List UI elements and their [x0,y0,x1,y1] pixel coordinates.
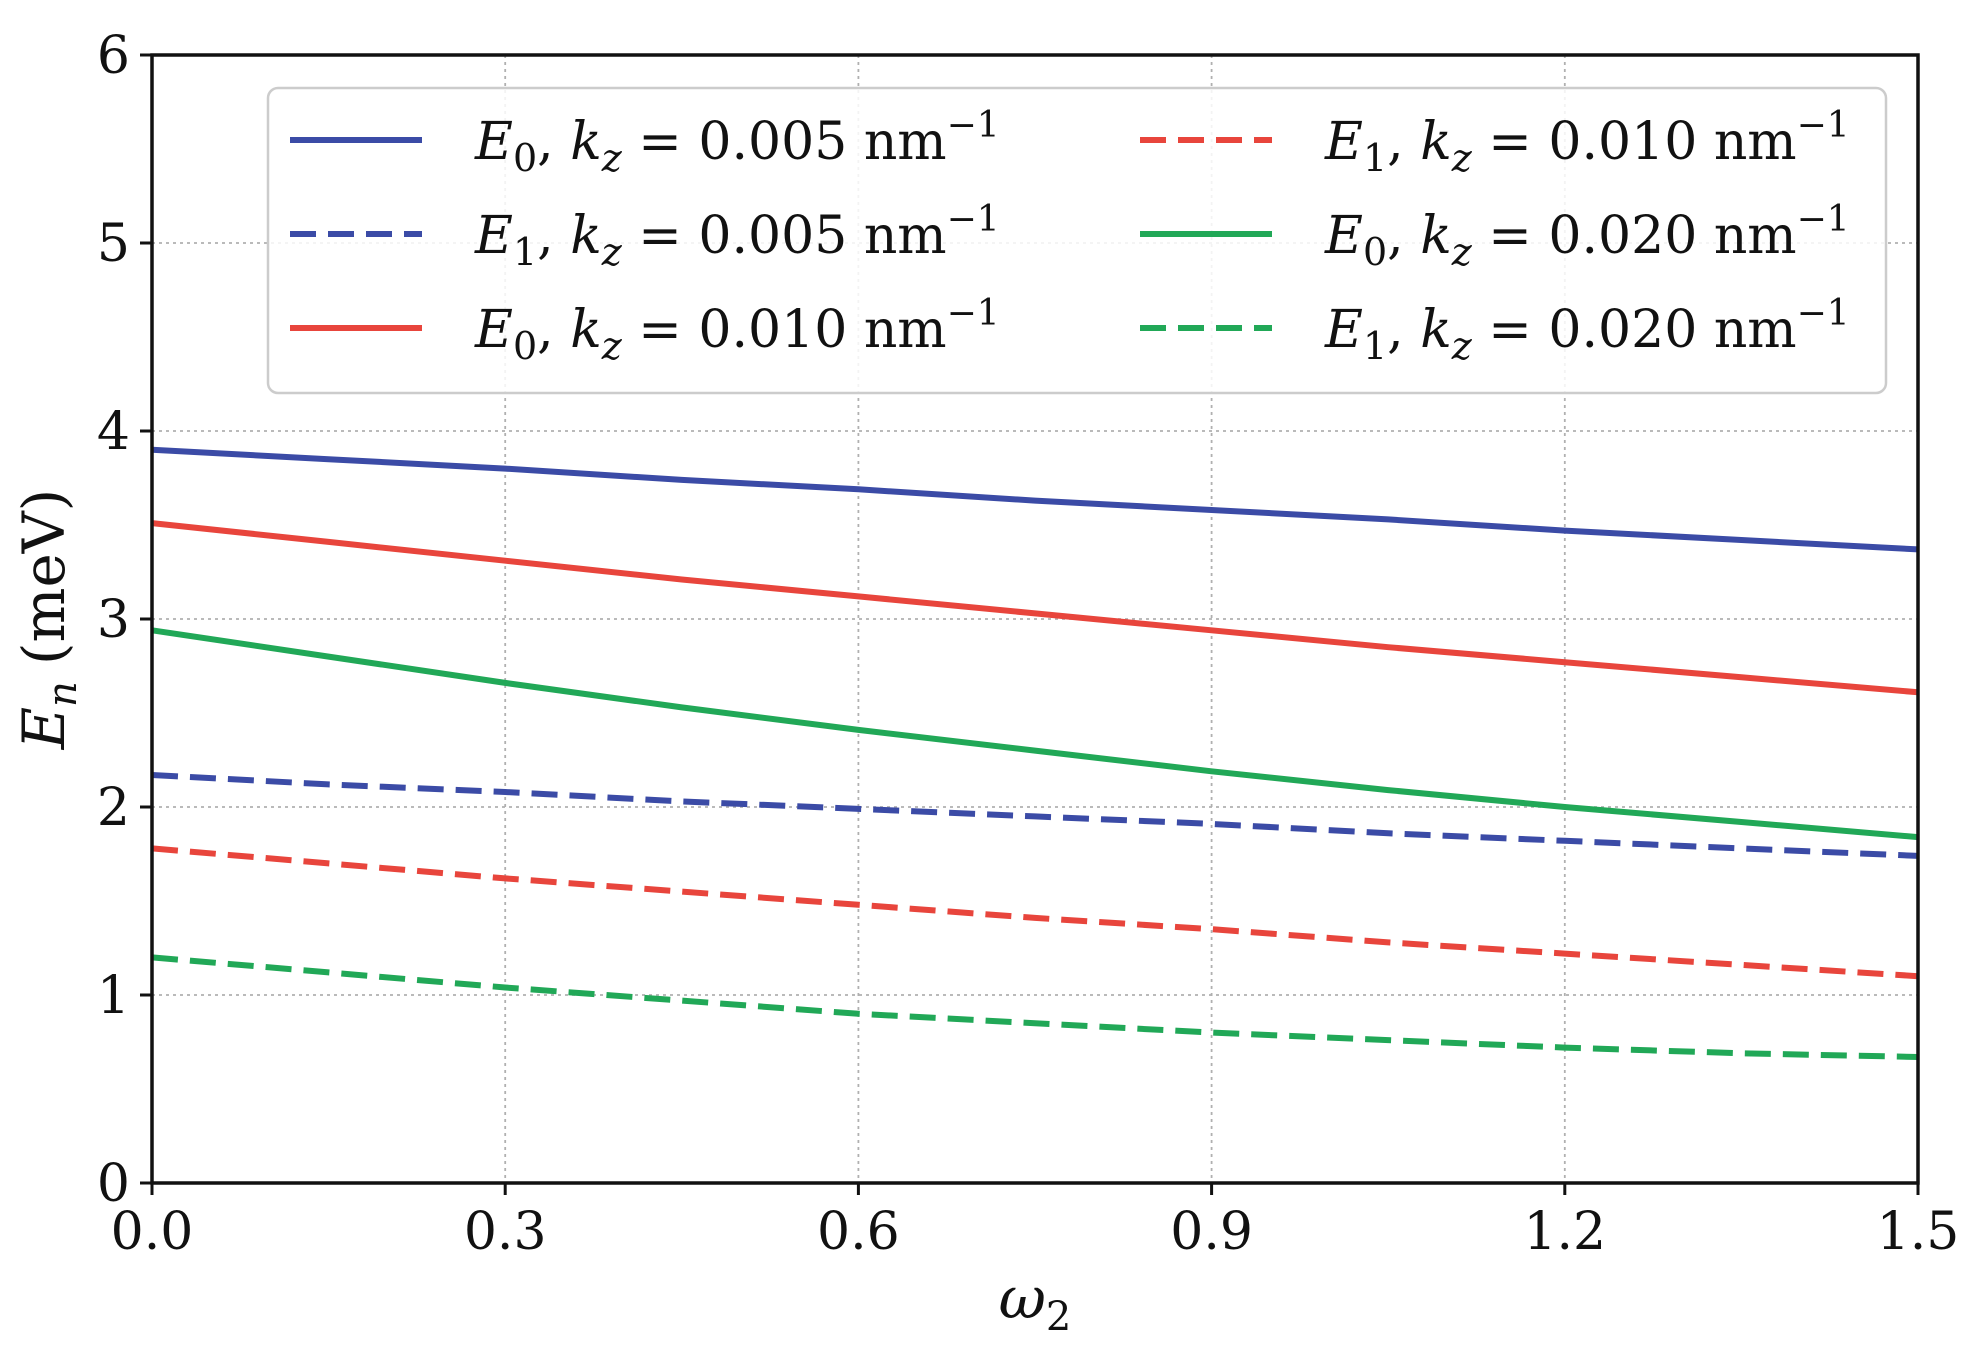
legend-label-kz: 0.020 [1548,206,1697,266]
x-tick-label: 0.3 [464,1202,547,1262]
legend-label-part: z [601,230,623,274]
legend-label-part: z [601,136,623,180]
legend-label-part [847,206,864,266]
legend-label: E0, kz = 0.005 nm−1 [474,105,1000,180]
y-axis-label-unit: (meV) [10,489,78,665]
legend-label-E: E [1324,300,1363,360]
legend-label-exp: −1 [1797,199,1850,240]
legend-label-E: E [474,300,513,360]
series-line-4 [151,845,1919,980]
legend-label-exp: −1 [1797,105,1850,146]
legend-label-n: 1 [1363,136,1387,180]
legend-label-part: = [1472,112,1549,172]
legend-label-part: = [1472,300,1549,360]
series-line-3 [151,520,1919,696]
legend-label-n: 1 [513,230,537,274]
legend-label-exp: −1 [947,293,1000,334]
series-line-5 [151,627,1919,841]
legend-label-kz: 0.020 [1548,300,1697,360]
legend-label-part: k [570,300,602,360]
legend-label-part: , [537,112,570,172]
legend-label: E0, kz = 0.010 nm−1 [474,293,1000,368]
legend-label-part: k [1420,206,1452,266]
legend-label-n: 0 [1363,230,1387,274]
x-tick-label: 1.2 [1523,1202,1606,1262]
legend-label-E: E [474,206,513,266]
legend-label-E: E [1324,206,1363,266]
y-tick-label: 4 [97,402,130,462]
x-tick-label: 0.9 [1170,1202,1253,1262]
y-tick-label: 3 [97,590,130,650]
series-line-2 [151,772,1919,859]
legend-label-n: 0 [513,136,537,180]
y-axis-label: En (meV) [10,489,86,751]
legend-box [266,86,1888,395]
legend-label-unit: nm [864,300,947,360]
legend-label: E0, kz = 0.020 nm−1 [1324,199,1850,274]
legend-label-E: E [1324,112,1363,172]
y-axis-label-sub: n [40,681,86,707]
legend-label-unit: nm [1714,112,1797,172]
legend-label-part: k [1420,300,1452,360]
legend-label-n: 1 [1363,324,1387,368]
legend-label-kz: 0.010 [1548,112,1697,172]
legend-label-kz: 0.005 [698,206,847,266]
legend-label-part: z [1451,324,1473,368]
legend-label-unit: nm [1714,206,1797,266]
legend-label-part: , [1387,300,1420,360]
legend-label-part: , [537,300,570,360]
x-axis-label-base: ω [999,1264,1046,1332]
legend-label-part: , [1387,206,1420,266]
legend-label-part [1697,112,1714,172]
series-line-1 [151,446,1919,553]
y-tick-label: 0 [97,1154,130,1214]
legend-label-part: k [570,112,602,172]
legend-label-exp: −1 [947,105,1000,146]
legend-label-kz: 0.005 [698,112,847,172]
x-axis-label: ω2 [999,1264,1072,1340]
legend-label-part [1697,300,1714,360]
legend-label-exp: −1 [1797,293,1850,334]
x-axis-label-sub: 2 [1046,1294,1071,1340]
legend-label-part: = [622,112,699,172]
legend-label-part: z [1451,136,1473,180]
legend-label-part: , [1387,112,1420,172]
legend-label-part: = [622,300,699,360]
legend-label: E1, kz = 0.005 nm−1 [474,199,1000,274]
legend-label-part: k [570,206,602,266]
y-tick-label: 6 [97,26,130,86]
legend-label-unit: nm [1714,300,1797,360]
x-tick-label: 0.6 [817,1202,900,1262]
legend: E0, kz = 0.005 nm−1E1, kz = 0.005 nm−1E0… [266,86,1888,395]
y-tick-label: 1 [97,966,130,1026]
legend-label-n: 0 [513,324,537,368]
series-lines [151,446,1919,1060]
legend-label-part [1697,206,1714,266]
y-tick-label: 2 [97,778,130,838]
y-tick-label: 5 [97,214,130,274]
legend-label-exp: −1 [947,199,1000,240]
legend-label-part: k [1420,112,1452,172]
legend-label-part: = [1472,206,1549,266]
legend-label-part: z [601,324,623,368]
legend-label-part [847,300,864,360]
x-tick-label: 1.5 [1877,1202,1960,1262]
series-line-6 [151,954,1919,1060]
legend-label-part: = [622,206,699,266]
legend-label-part: z [1451,230,1473,274]
y-axis-label-base: E [10,707,78,750]
legend-label-kz: 0.010 [698,300,847,360]
axis-ticks: 0.0 0.3 0.6 0.9 1.2 1.5 0 1 2 3 4 5 6 [97,26,1959,1262]
legend-label-unit: nm [864,112,947,172]
legend-label-unit: nm [864,206,947,266]
legend-label-part: , [537,206,570,266]
legend-label: E1, kz = 0.020 nm−1 [1324,293,1850,368]
legend-label-part [847,112,864,172]
legend-label: E1, kz = 0.010 nm−1 [1324,105,1850,180]
x-tick-label: 0.0 [111,1202,194,1262]
legend-label-E: E [474,112,513,172]
